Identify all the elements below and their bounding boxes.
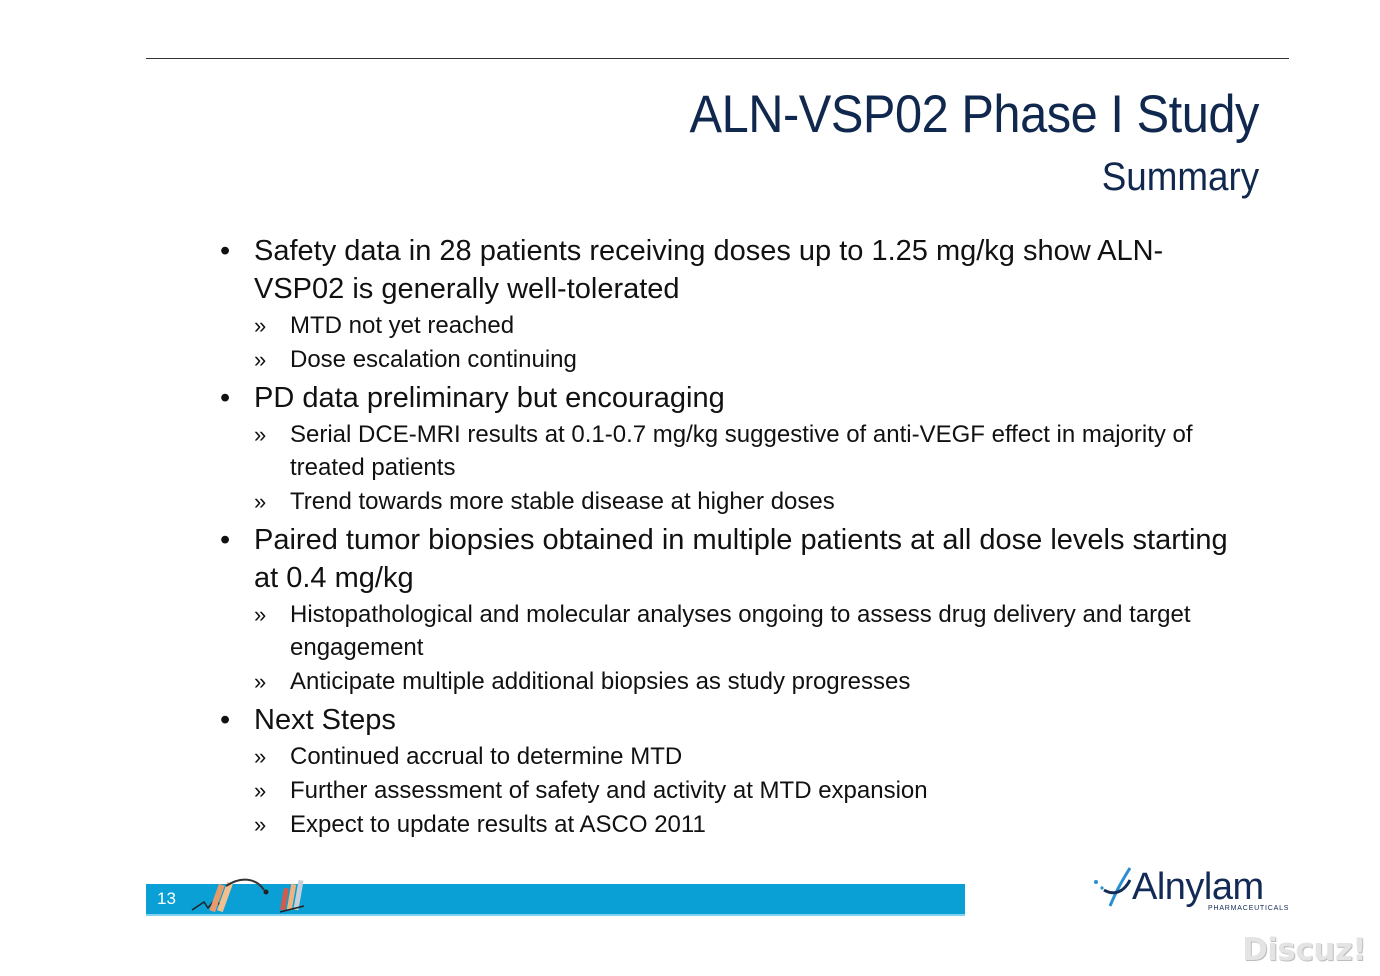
bullet-text: Paired tumor biopsies obtained in multip… bbox=[254, 524, 1228, 594]
alnylam-logo-icon bbox=[1094, 867, 1132, 907]
sub-bullet-item: » Trend towards more stable disease at h… bbox=[218, 485, 1228, 518]
bullet-item: • PD data preliminary but encouraging bbox=[218, 379, 1228, 417]
sub-bullet-marker-icon: » bbox=[254, 744, 267, 769]
sub-bullet-marker-icon: » bbox=[254, 778, 267, 803]
sub-bullet-text: Expect to update results at ASCO 2011 bbox=[290, 811, 706, 838]
molecule-illustration-icon bbox=[191, 878, 305, 913]
bullet-list: • Safety data in 28 patients receiving d… bbox=[218, 229, 1228, 841]
sub-bullet-item: » Further assessment of safety and activ… bbox=[218, 774, 1228, 807]
bullet-dot-icon: • bbox=[220, 524, 231, 556]
sub-bullet-text: Serial DCE-MRI results at 0.1-0.7 mg/kg … bbox=[290, 421, 1193, 481]
sub-bullet-text: MTD not yet reached bbox=[290, 312, 515, 339]
bullet-item: • Safety data in 28 patients receiving d… bbox=[218, 232, 1228, 308]
sub-bullet-marker-icon: » bbox=[254, 602, 267, 627]
sub-bullet-text: Trend towards more stable disease at hig… bbox=[290, 488, 835, 515]
sub-bullet-marker-icon: » bbox=[254, 812, 267, 837]
sub-bullet-item: » Histopathological and molecular analys… bbox=[218, 598, 1228, 664]
sub-bullet-text: Continued accrual to determine MTD bbox=[290, 743, 683, 770]
watermark: Discuz! bbox=[1242, 932, 1366, 968]
bullet-text: Next Steps bbox=[254, 704, 396, 736]
sub-bullet-text: Further assessment of safety and activit… bbox=[290, 777, 928, 804]
logo-wordmark: Alnylam bbox=[1132, 866, 1264, 908]
sub-bullet-marker-icon: » bbox=[254, 313, 267, 338]
sub-bullet-text: Histopathological and molecular analyses… bbox=[290, 601, 1191, 661]
sub-bullet-item: » Continued accrual to determine MTD bbox=[218, 740, 1228, 773]
sub-bullet-marker-icon: » bbox=[254, 347, 267, 372]
bullet-dot-icon: • bbox=[220, 235, 231, 267]
bullet-text: Safety data in 28 patients receiving dos… bbox=[254, 235, 1164, 305]
slide-title: ALN-VSP02 Phase I Study bbox=[689, 85, 1260, 144]
logo-tagline: PHARMACEUTICALS bbox=[1208, 905, 1290, 912]
sub-bullet-marker-icon: » bbox=[254, 422, 267, 447]
sub-bullet-item: » Expect to update results at ASCO 2011 bbox=[218, 808, 1228, 841]
bullet-item: • Paired tumor biopsies obtained in mult… bbox=[218, 521, 1228, 597]
sub-bullet-text: Dose escalation continuing bbox=[290, 346, 577, 373]
slide-subtitle: Summary bbox=[1101, 155, 1259, 199]
sub-bullet-marker-icon: » bbox=[254, 489, 267, 514]
bullet-dot-icon: • bbox=[220, 382, 231, 414]
top-rule bbox=[146, 58, 1289, 59]
sub-bullet-text: Anticipate multiple additional biopsies … bbox=[290, 668, 911, 695]
sub-bullet-marker-icon: » bbox=[254, 669, 267, 694]
sub-bullet-item: » Anticipate multiple additional biopsie… bbox=[218, 665, 1228, 698]
sub-bullet-item: » MTD not yet reached bbox=[218, 309, 1228, 342]
bullet-item: • Next Steps bbox=[218, 701, 1228, 739]
sub-bullet-item: » Serial DCE-MRI results at 0.1-0.7 mg/k… bbox=[218, 418, 1228, 484]
page-number: 13 bbox=[157, 889, 176, 908]
bullet-dot-icon: • bbox=[220, 704, 231, 736]
bullet-text: PD data preliminary but encouraging bbox=[254, 382, 725, 414]
sub-bullet-item: » Dose escalation continuing bbox=[218, 343, 1228, 376]
